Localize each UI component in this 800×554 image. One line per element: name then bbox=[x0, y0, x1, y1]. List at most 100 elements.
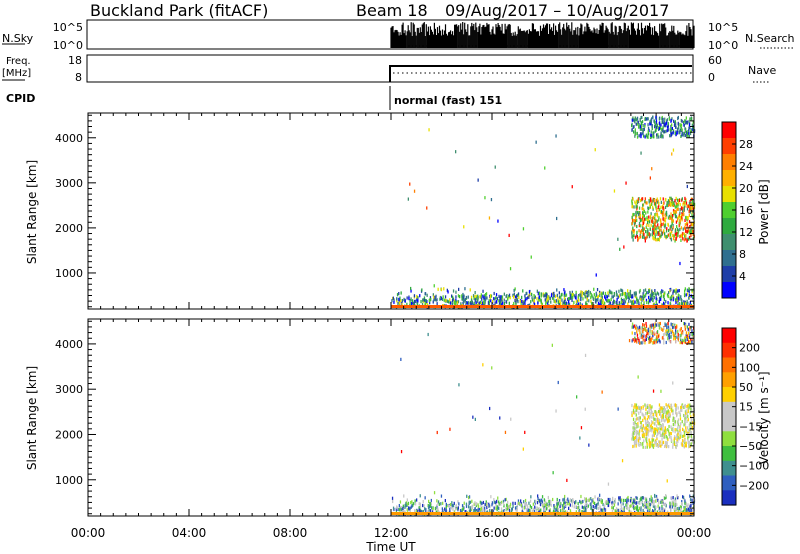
power-cell bbox=[671, 220, 673, 224]
power-cell bbox=[656, 123, 658, 127]
power-cell bbox=[668, 291, 670, 295]
power-ground-cell bbox=[545, 305, 547, 308]
velocity-cell bbox=[644, 445, 646, 449]
power-cell bbox=[591, 301, 593, 306]
velocity-cell bbox=[675, 335, 677, 339]
power-cell bbox=[585, 301, 587, 305]
power-cell bbox=[658, 237, 660, 242]
velocity-cell bbox=[479, 500, 481, 504]
power-ground-cell bbox=[442, 305, 444, 308]
velocity-cell bbox=[672, 409, 674, 413]
velocity-ground-cell bbox=[452, 512, 454, 515]
velocity-ground-cell bbox=[550, 512, 553, 515]
velocity-ground-cell bbox=[552, 512, 554, 515]
velocity-cell bbox=[654, 324, 656, 329]
velocity-cell bbox=[498, 503, 500, 507]
power-cell bbox=[645, 201, 647, 205]
velocity-cell bbox=[527, 505, 529, 509]
velocity-cell bbox=[670, 508, 672, 512]
velocity-cell bbox=[650, 420, 653, 424]
velocity-cell bbox=[668, 328, 670, 333]
power-cell bbox=[659, 232, 661, 236]
power-cell bbox=[594, 295, 596, 299]
velocity-cell bbox=[617, 502, 619, 506]
power-cell bbox=[448, 300, 450, 304]
power-cell bbox=[646, 133, 648, 137]
velocity-cell bbox=[470, 507, 473, 512]
power-cell bbox=[648, 298, 650, 302]
power-cell bbox=[688, 220, 691, 224]
velocity-cell bbox=[548, 499, 550, 503]
power-cell bbox=[654, 129, 656, 133]
velocity-cell bbox=[679, 417, 682, 421]
power-cell bbox=[657, 231, 660, 235]
power-cell bbox=[631, 233, 633, 237]
velocity-cell bbox=[516, 507, 518, 511]
velocity-cell bbox=[654, 322, 656, 326]
velocity-cell bbox=[660, 510, 662, 514]
velocity-cell bbox=[474, 507, 476, 511]
power-cell bbox=[391, 299, 393, 303]
velocity-cell bbox=[416, 498, 418, 502]
power-cell bbox=[677, 218, 679, 222]
power-cell bbox=[455, 295, 457, 299]
power-cell bbox=[590, 299, 592, 304]
power-cell bbox=[666, 227, 668, 231]
cpid-mode: normal (fast) 151 bbox=[394, 94, 502, 107]
velocity-cell bbox=[670, 328, 672, 332]
power-cell bbox=[683, 201, 685, 205]
velocity-cell bbox=[425, 508, 427, 512]
velocity-cell bbox=[653, 433, 655, 437]
power-cell bbox=[671, 123, 673, 127]
power-ground-cell bbox=[417, 305, 419, 308]
velocity-cell bbox=[545, 500, 547, 504]
power-cell bbox=[656, 219, 658, 223]
velocity-cell bbox=[650, 338, 652, 343]
power-ground-cell bbox=[550, 305, 553, 308]
velocity-cell bbox=[634, 435, 636, 439]
velocity-cell bbox=[541, 500, 543, 504]
power-cell bbox=[669, 296, 671, 300]
velocity-ground-cell bbox=[433, 512, 435, 515]
velocity-cell bbox=[689, 498, 692, 502]
velocity-cell bbox=[484, 509, 486, 513]
velocity-cell bbox=[683, 413, 685, 418]
velocity-cell bbox=[498, 506, 500, 511]
power-cell bbox=[647, 123, 649, 127]
velocity-cell bbox=[437, 500, 440, 504]
power-cell bbox=[653, 119, 655, 123]
velocity-cell bbox=[482, 506, 484, 510]
velocity-cell bbox=[640, 341, 642, 345]
power-ground-cell bbox=[631, 305, 633, 308]
power-cell bbox=[655, 204, 657, 208]
velocity-cell bbox=[649, 327, 652, 331]
velocity-cell bbox=[656, 424, 658, 428]
power-cell bbox=[653, 227, 655, 231]
velocity-cell bbox=[671, 329, 674, 333]
power-cell bbox=[625, 295, 628, 299]
velocity-ground-cell bbox=[426, 512, 428, 515]
velocity-ground-cell bbox=[536, 512, 538, 515]
power-cell bbox=[521, 295, 523, 299]
velocity-cell bbox=[632, 338, 634, 342]
velocity-cell bbox=[685, 414, 687, 418]
velocity-cell bbox=[651, 439, 653, 443]
power-cell bbox=[636, 116, 639, 120]
velocity-cell bbox=[672, 416, 674, 420]
velocity-cell bbox=[575, 510, 577, 514]
power-cell bbox=[476, 296, 478, 300]
velocity-cell bbox=[543, 502, 545, 506]
power-cell bbox=[565, 301, 568, 305]
velocity-cell bbox=[674, 331, 677, 335]
power-cell bbox=[631, 199, 633, 203]
power-ground-cell bbox=[597, 305, 600, 308]
power-cell bbox=[663, 122, 665, 126]
velocity-ground-cell bbox=[427, 512, 429, 515]
velocity-cell bbox=[567, 497, 569, 501]
velocity-cell bbox=[659, 412, 661, 416]
velocity-cell bbox=[444, 509, 446, 513]
power-cell bbox=[682, 237, 684, 241]
power-cell bbox=[686, 230, 688, 234]
velocity-cell bbox=[461, 508, 463, 512]
power-cell bbox=[645, 133, 647, 137]
